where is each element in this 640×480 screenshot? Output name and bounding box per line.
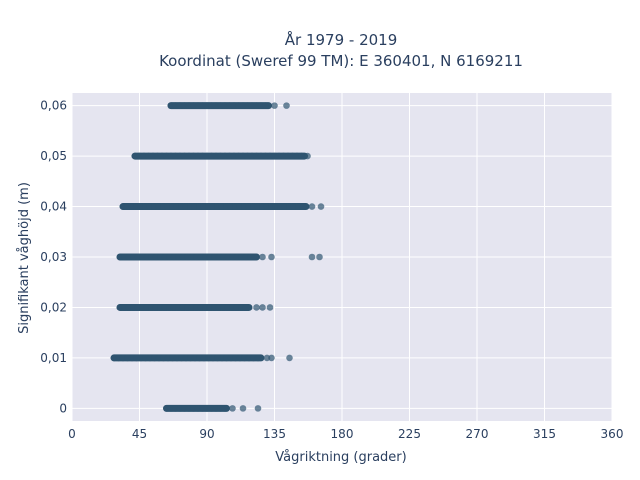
- x-tick-label: 315: [533, 427, 556, 441]
- chart-title-line2: Koordinat (Sweref 99 TM): E 360401, N 61…: [159, 52, 523, 70]
- data-point: [251, 253, 259, 261]
- data-point: [266, 304, 274, 311]
- data-point: [283, 102, 290, 109]
- x-tick-label: 0: [68, 427, 76, 441]
- y-tick-label: 0: [59, 401, 67, 415]
- data-point: [242, 304, 250, 311]
- data-point: [254, 405, 262, 412]
- data-point: [304, 152, 311, 160]
- data-point: [268, 354, 275, 362]
- data-point: [308, 253, 316, 261]
- data-point: [259, 304, 266, 311]
- y-tick-label: 0,05: [40, 149, 67, 163]
- data-point: [221, 405, 229, 412]
- data-point: [239, 405, 247, 412]
- x-tick-label: 135: [263, 427, 286, 441]
- y-tick-label: 0,01: [40, 351, 67, 365]
- data-points: [110, 102, 325, 412]
- y-tick-label: 0,03: [40, 250, 67, 264]
- data-point: [286, 354, 293, 362]
- data-point: [254, 354, 262, 362]
- x-tick-label: 270: [466, 427, 489, 441]
- x-tick-label: 90: [199, 427, 214, 441]
- data-point: [308, 203, 316, 210]
- data-point: [259, 253, 266, 261]
- data-point: [317, 203, 325, 210]
- grid-lines: [71, 93, 613, 421]
- data-point: [298, 152, 305, 160]
- y-tick-label: 0,06: [40, 99, 67, 113]
- x-tick-label: 180: [331, 427, 354, 441]
- data-point: [271, 102, 278, 109]
- data-point: [299, 203, 307, 210]
- y-tick-label: 0,04: [40, 200, 67, 214]
- data-point: [268, 253, 275, 261]
- x-tick-label: 360: [601, 427, 624, 441]
- x-tick-label: 225: [398, 427, 421, 441]
- data-point: [316, 253, 323, 261]
- y-tick-label: 0,02: [40, 300, 67, 314]
- chart-title-line1: År 1979 - 2019: [285, 30, 398, 49]
- data-point: [229, 405, 236, 412]
- y-axis-title: Signifikant våghöjd (m): [17, 182, 32, 334]
- data-point: [262, 102, 269, 109]
- x-tick-label: 45: [132, 427, 147, 441]
- data-point: [253, 304, 260, 311]
- x-axis-title: Vågriktning (grader): [275, 450, 406, 465]
